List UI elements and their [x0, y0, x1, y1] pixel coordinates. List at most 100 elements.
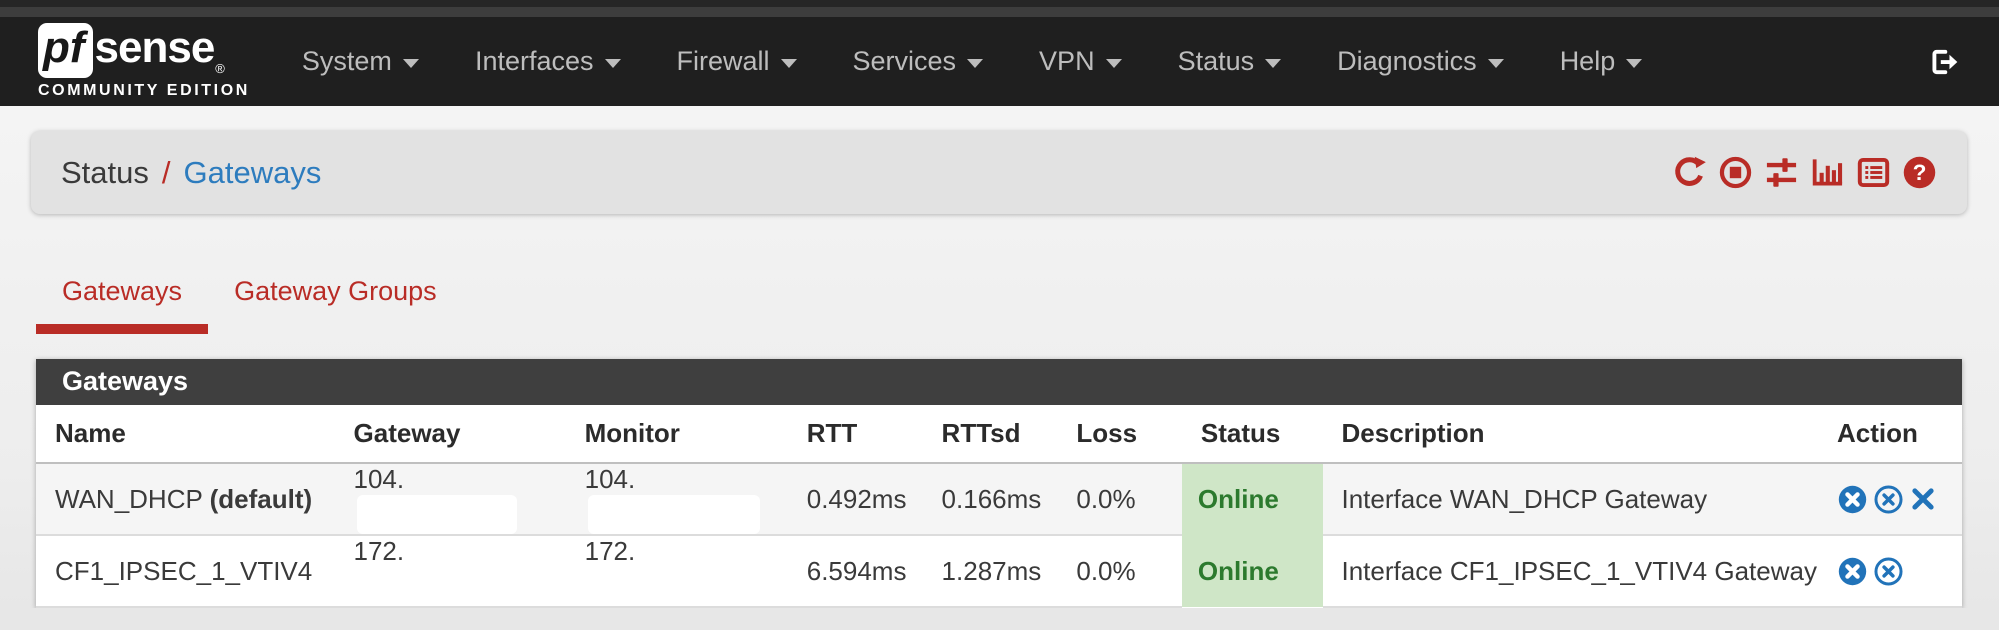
help-icon[interactable]: ?	[1902, 155, 1937, 190]
breadcrumb-separator: /	[161, 154, 171, 190]
description-cell: Interface WAN_DHCP Gateway	[1322, 463, 1831, 536]
gateway-address-cell: 104.	[334, 463, 566, 536]
gateway-name: CF1_IPSEC_1_VTIV4	[55, 555, 313, 586]
list-icon[interactable]	[1856, 155, 1891, 190]
status-badge: Online	[1181, 535, 1323, 607]
tab-gateways[interactable]: Gateways	[36, 276, 209, 334]
chevron-down-icon	[1487, 59, 1504, 68]
table-header-row: Name Gateway Monitor RTT RTTsd Loss Stat…	[36, 405, 1962, 464]
registered-mark: ®	[215, 61, 225, 76]
nav-item-label: Help	[1559, 46, 1616, 76]
gateway-name: WAN_DHCP	[55, 483, 203, 514]
nav-item-status[interactable]: Status	[1150, 46, 1310, 77]
page-content: Status / Gateways	[0, 106, 1999, 630]
chevron-down-icon	[1265, 59, 1282, 68]
community-edition-label: COMMUNITY EDITION	[38, 82, 250, 99]
pfsense-logo-pf: pf	[38, 23, 93, 78]
nav-item-diagnostics[interactable]: Diagnostics	[1309, 46, 1532, 77]
navbar: pf sense ® COMMUNITY EDITION System Inte…	[0, 17, 1999, 106]
page-bottom-area	[0, 608, 1999, 630]
column-header-name: Name	[36, 405, 335, 464]
pfsense-logo-row: pf sense ®	[38, 23, 250, 78]
action-cell	[1830, 535, 1962, 608]
column-header-description: Description	[1322, 405, 1831, 464]
chevron-down-icon	[604, 59, 621, 68]
nav-item-label: VPN	[1039, 46, 1095, 76]
redacted-ip-overlay	[356, 495, 517, 534]
action-icons	[1837, 556, 1954, 587]
rtt-cell: 6.594ms	[796, 535, 932, 608]
stop-icon[interactable]	[1718, 155, 1753, 190]
nav-item-label: System	[301, 46, 392, 76]
monitor-ip-prefix: 172.	[584, 536, 636, 566]
times-circle-outline-icon[interactable]	[1873, 484, 1904, 515]
refresh-icon[interactable]	[1672, 155, 1707, 190]
nav-item-firewall[interactable]: Firewall	[649, 46, 825, 77]
redacted-ip-overlay	[356, 567, 517, 606]
monitor-address-cell: 104.	[565, 463, 797, 536]
chevron-down-icon	[1105, 59, 1122, 68]
nav-item-vpn[interactable]: VPN	[1011, 46, 1150, 77]
bar-chart-icon[interactable]	[1810, 155, 1845, 190]
breadcrumb: Status / Gateways	[31, 131, 1967, 214]
gateway-default-flag: (default)	[209, 483, 313, 514]
times-circle-outline-icon[interactable]	[1873, 556, 1904, 587]
rtt-cell: 0.492ms	[796, 463, 932, 536]
pfsense-logo[interactable]: pf sense ® COMMUNITY EDITION	[38, 23, 250, 100]
panel-title: Gateways	[36, 359, 1962, 405]
nav-item-label: Firewall	[676, 46, 770, 76]
gateway-ip-prefix: 172.	[353, 536, 405, 566]
loss-cell: 0.0%	[1066, 463, 1182, 536]
action-cell	[1830, 463, 1962, 536]
status-badge: Online	[1181, 463, 1323, 535]
description-cell: Interface CF1_IPSEC_1_VTIV4 Gateway	[1322, 535, 1831, 608]
monitor-ip-prefix: 104.	[584, 464, 636, 494]
nav-item-label: Interfaces	[474, 46, 594, 76]
column-header-loss: Loss	[1066, 405, 1182, 464]
column-header-monitor: Monitor	[565, 405, 797, 464]
main-menu: System Interfaces Firewall Services VPN …	[274, 46, 1670, 77]
column-header-rtt: RTT	[796, 405, 932, 464]
window-chrome-strip	[0, 7, 1999, 17]
nav-item-help[interactable]: Help	[1532, 46, 1671, 77]
action-icons	[1837, 484, 1954, 515]
column-header-gateway: Gateway	[334, 405, 566, 464]
column-header-action: Action	[1830, 405, 1962, 464]
chevron-down-icon	[780, 59, 797, 68]
breadcrumb-actions: ?	[1672, 155, 1937, 190]
column-header-rttsd: RTTsd	[931, 405, 1067, 464]
rttsd-cell: 0.166ms	[931, 463, 1067, 536]
redacted-ip-overlay	[587, 495, 760, 534]
breadcrumb-section[interactable]: Status	[61, 154, 149, 190]
window-chrome-top	[0, 0, 1999, 7]
times-circle-solid-icon[interactable]	[1837, 556, 1868, 587]
nav-item-label: Diagnostics	[1337, 46, 1477, 76]
sign-out-icon[interactable]	[1928, 46, 1960, 78]
tab-gateway-groups[interactable]: Gateway Groups	[234, 276, 437, 306]
monitor-address-cell: 172.	[565, 535, 797, 608]
chevron-down-icon	[967, 59, 984, 68]
gateway-name-cell: WAN_DHCP (default)	[36, 463, 335, 536]
times-circle-solid-icon[interactable]	[1837, 484, 1868, 515]
breadcrumb-page[interactable]: Gateways	[183, 154, 322, 190]
table-row: WAN_DHCP (default) 104. 104. 0.492ms 0.1…	[36, 463, 1962, 536]
nav-item-label: Services	[852, 46, 957, 76]
gateways-panel: Gateways Name Gateway Monitor RTT RTTsd …	[36, 359, 1962, 608]
table-row: CF1_IPSEC_1_VTIV4 172. 172. 6.594ms 1.28…	[36, 535, 1962, 608]
column-header-status: Status	[1181, 405, 1323, 464]
nav-item-label: Status	[1177, 46, 1255, 76]
gateway-address-cell: 172.	[334, 535, 566, 608]
gateway-name-cell: CF1_IPSEC_1_VTIV4	[36, 535, 335, 608]
times-icon[interactable]	[1909, 485, 1937, 513]
chevron-down-icon	[402, 59, 419, 68]
chevron-down-icon	[1626, 59, 1643, 68]
redacted-ip-overlay	[587, 567, 760, 606]
loss-cell: 0.0%	[1066, 535, 1182, 608]
nav-item-interfaces[interactable]: Interfaces	[447, 46, 649, 77]
sliders-icon[interactable]	[1764, 155, 1799, 190]
gateways-table: Name Gateway Monitor RTT RTTsd Loss Stat…	[36, 405, 1962, 608]
nav-item-services[interactable]: Services	[825, 46, 1012, 77]
svg-text:?: ?	[1913, 160, 1927, 185]
nav-item-system[interactable]: System	[274, 46, 447, 77]
pfsense-logo-sense: sense	[94, 23, 216, 72]
